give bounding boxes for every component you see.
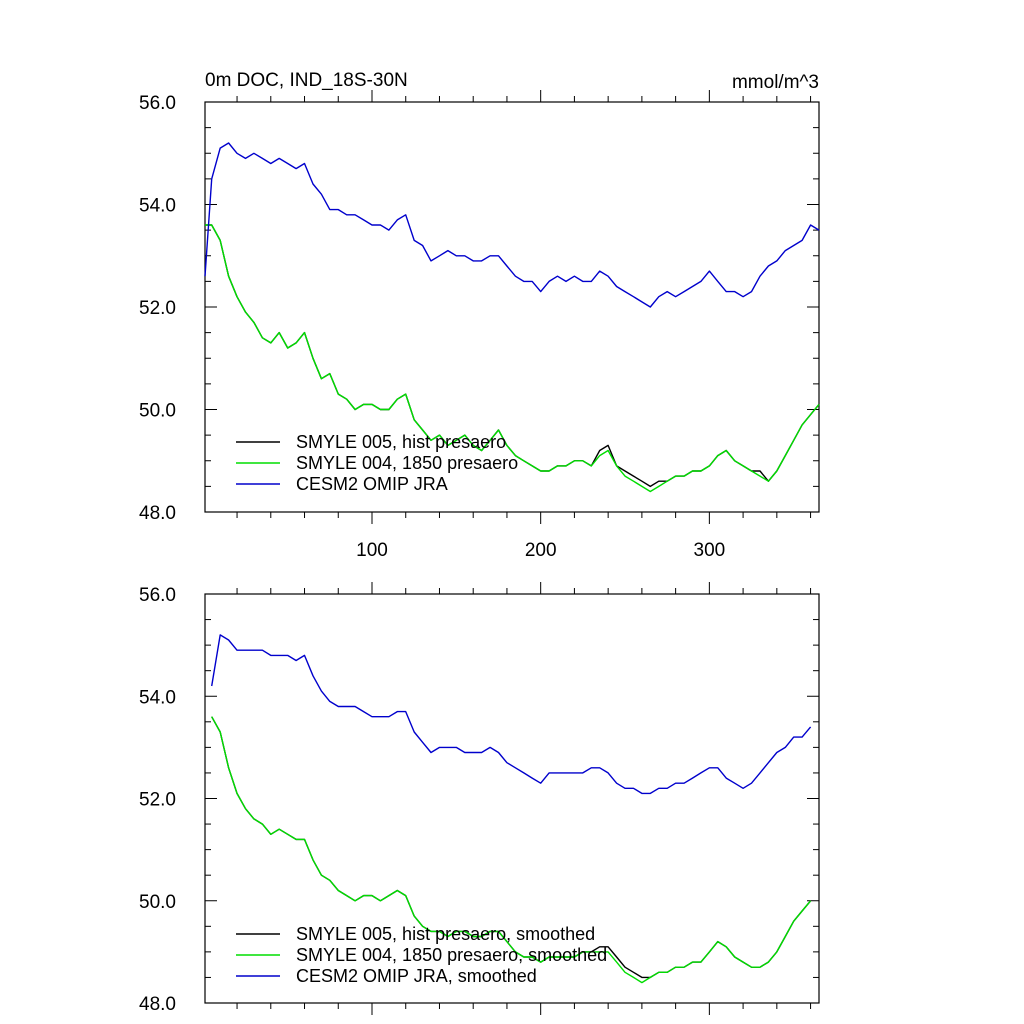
x-tick-label: 200 bbox=[525, 540, 557, 561]
y-tick-label: 54.0 bbox=[139, 687, 176, 708]
y-tick-label: 52.0 bbox=[139, 790, 176, 811]
series-line-3 bbox=[204, 142, 820, 308]
legend-label: CESM2 OMIP JRA bbox=[296, 474, 448, 494]
x-tick-label: 300 bbox=[694, 540, 726, 561]
series-line-2 bbox=[205, 224, 820, 493]
series-line-3 bbox=[211, 634, 812, 795]
legend-label: SMYLE 004, 1850 presaero bbox=[296, 453, 518, 473]
y-tick-label: 48.0 bbox=[139, 994, 176, 1015]
legend-label: SMYLE 005, hist presaero, smoothed bbox=[296, 924, 595, 944]
chart-panel-2: 48.0 50.0 52.0 54.0 56.0 SMYLE 005, hist pres… bbox=[139, 582, 820, 1015]
legend-label: SMYLE 004, 1850 presaero, smoothed bbox=[296, 945, 607, 965]
y-tick-label: 48.0 bbox=[139, 503, 176, 524]
y-tick-label: 54.0 bbox=[139, 196, 176, 217]
units-label: mmol/m^3 bbox=[732, 72, 819, 93]
chart-title: 0m DOC, IND_18S-30N bbox=[205, 70, 408, 91]
y-tick-label: 52.0 bbox=[139, 298, 176, 319]
x-tick-label: 100 bbox=[356, 540, 388, 561]
y-tick-label: 56.0 bbox=[139, 585, 176, 606]
y-tick-label: 50.0 bbox=[139, 892, 176, 913]
y-tick-label: 56.0 bbox=[139, 93, 176, 114]
chart-panel-1: 0m DOC, IND_18S-30N mmol/m^3 48.0 50.0 52.0 5… bbox=[139, 70, 820, 561]
legend-label: CESM2 OMIP JRA, smoothed bbox=[296, 966, 537, 986]
legend-label: SMYLE 005, hist presaero bbox=[296, 432, 506, 452]
series-line-2 bbox=[211, 716, 812, 984]
y-tick-label: 50.0 bbox=[139, 401, 176, 422]
